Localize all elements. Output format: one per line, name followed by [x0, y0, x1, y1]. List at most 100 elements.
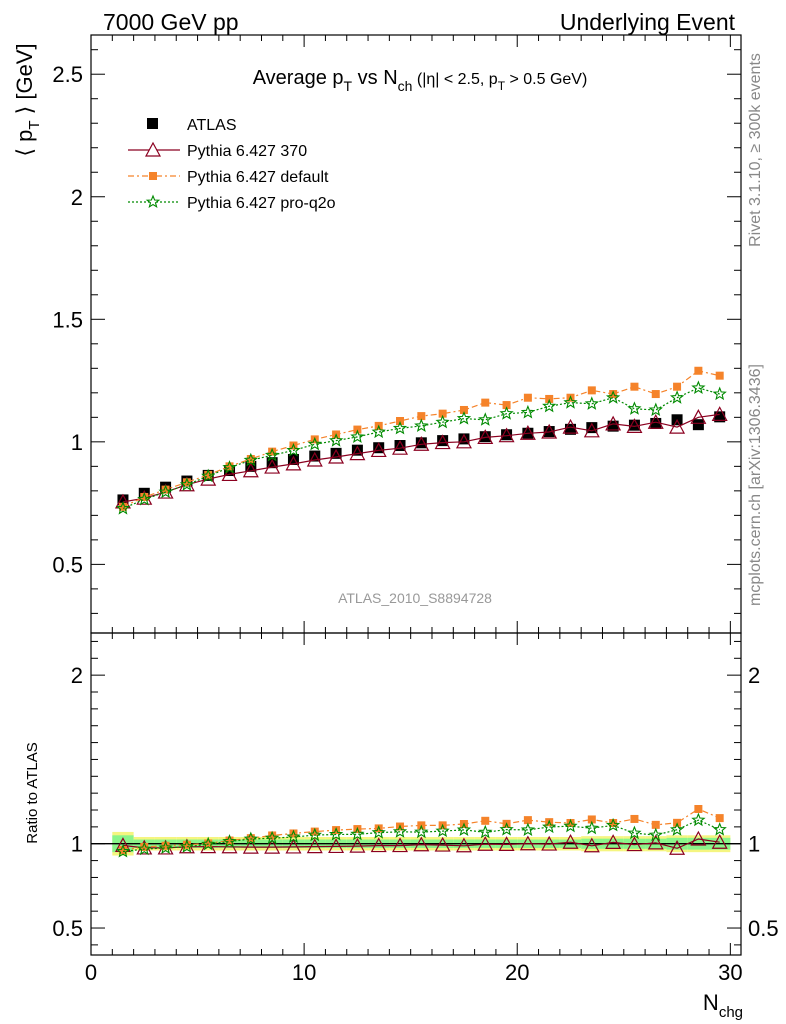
main-point [371, 424, 386, 439]
main-point [650, 417, 662, 429]
main-point [350, 429, 365, 444]
header-left: 7000 GeV pp [103, 9, 239, 35]
x-tick-label: 10 [292, 960, 316, 985]
main-point [307, 436, 322, 451]
main-point [328, 448, 345, 464]
ratio-point [694, 805, 703, 814]
ratio-point [158, 840, 173, 855]
xlabel: Nchg [703, 990, 743, 1021]
ratio-line [122, 838, 720, 849]
y-tick-label-right: 1 [748, 832, 760, 857]
y-tick-label: 2.5 [52, 62, 83, 87]
main-point [417, 412, 426, 421]
main-point [669, 390, 685, 404]
ratio-point [626, 836, 643, 852]
ratio-point [307, 827, 322, 842]
main-point [137, 491, 152, 506]
main-point [715, 371, 724, 380]
main-point [605, 415, 622, 431]
main-point [437, 435, 449, 447]
main-point [502, 401, 511, 410]
ratio-point [286, 829, 301, 844]
y-tick-label: 0.5 [52, 552, 83, 577]
main-point [392, 439, 409, 455]
main-point [222, 460, 237, 474]
ratio-point [371, 825, 386, 839]
x-tick-label: 0 [85, 960, 97, 985]
ratio-point [627, 825, 642, 840]
ratio-point [242, 838, 259, 854]
main-point [309, 450, 321, 462]
ratio-point [690, 830, 707, 846]
main-point [520, 404, 536, 419]
legend-marker-default [149, 172, 157, 180]
ratio-point [651, 820, 660, 829]
main-ylabel: ⟨ pT ⟩ [GeV] [12, 43, 43, 156]
ratio-axes: 0.5 0.51 12 20 10 20 30 [52, 633, 779, 985]
main-point [268, 447, 277, 456]
main-point [584, 396, 599, 410]
main-point [306, 451, 323, 467]
ratio-point [285, 838, 302, 854]
main-point [245, 460, 257, 472]
main-point [565, 423, 577, 435]
main-point [499, 406, 514, 420]
ratio-point [179, 839, 195, 853]
ratio-point [605, 817, 621, 832]
ratio-point [587, 815, 596, 824]
main-plot-area [114, 366, 728, 515]
y-tick-label: 1.5 [52, 307, 83, 332]
main-point [225, 462, 234, 471]
main-point [479, 431, 491, 443]
ratio-point [264, 830, 280, 845]
ratio-point [691, 812, 706, 827]
ratio-point [434, 836, 451, 852]
main-point [498, 427, 515, 443]
main-point [328, 433, 344, 447]
ratio-point [328, 826, 344, 841]
ratio-ylabel: Ratio to ATLAS [24, 742, 41, 843]
main-point [478, 412, 493, 426]
main-point [414, 418, 429, 433]
main-point [563, 395, 578, 409]
ratio-point [481, 816, 490, 825]
main-point [455, 433, 472, 449]
ratio-point [583, 837, 600, 853]
y-tick-label-right: 2 [748, 663, 760, 688]
main-point [287, 453, 299, 465]
ratio-point [669, 822, 685, 836]
main-point [583, 422, 600, 438]
main-point [204, 470, 213, 479]
ratio-series-pythia-6-427-pro-q2o [115, 812, 727, 858]
ratio-point [289, 829, 298, 838]
main-point [243, 452, 258, 467]
ratio-point [711, 833, 728, 849]
main-point [609, 390, 618, 399]
main-point [630, 382, 639, 391]
ratio-point [392, 837, 409, 853]
ratio-point [456, 822, 472, 837]
main-point [118, 502, 127, 511]
main-point [415, 437, 427, 449]
main-series-pythia-6-427-pro-q2o [115, 380, 727, 515]
ratio-point [715, 814, 724, 823]
main-point [519, 424, 536, 440]
ratio-point [435, 823, 450, 838]
ratio-point [609, 818, 618, 827]
main-point [246, 454, 255, 463]
y-tick-label-right: 0.5 [748, 916, 779, 941]
ratio-point [542, 819, 557, 834]
main-point [692, 419, 704, 431]
ratio-point [246, 834, 255, 843]
main-point [605, 390, 621, 404]
ratio-point [243, 831, 258, 846]
ratio-point [264, 838, 281, 854]
main-point [351, 444, 363, 456]
x-tick-label: 20 [505, 960, 529, 985]
ratio-point [392, 824, 408, 838]
main-point [690, 409, 707, 424]
main-point [438, 409, 447, 418]
x-tick-label: 30 [718, 960, 742, 985]
ratio-point [455, 837, 472, 853]
main-point [413, 436, 430, 451]
